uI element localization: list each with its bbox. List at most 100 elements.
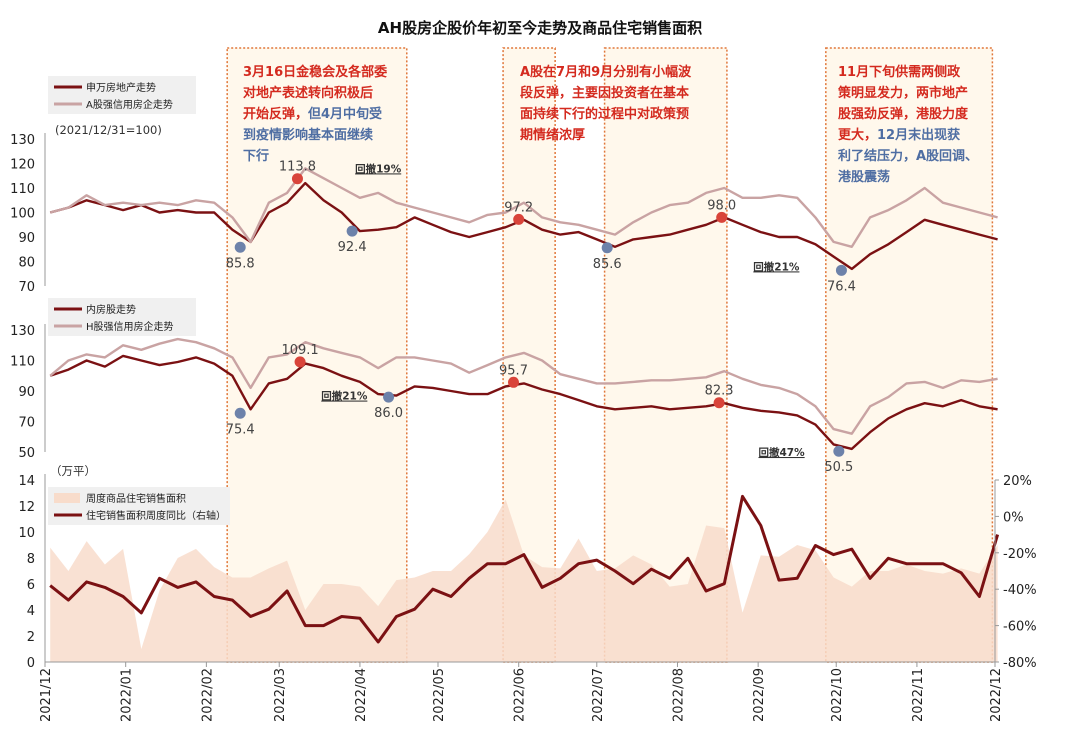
- annotation-text: 段反弹，主要因投资者在基本: [520, 85, 689, 101]
- y-tick-label: 8: [27, 552, 35, 567]
- x-tick-label: 2022/10: [830, 668, 845, 722]
- x-tick-label: 2022/03: [273, 668, 288, 722]
- highlight-period-3: [825, 47, 994, 663]
- x-tick-label: 2022/02: [200, 668, 215, 722]
- marker-label: 92.4: [338, 240, 367, 255]
- annotation-text: 港股震荡: [838, 169, 890, 185]
- x-tick-label: 2021/12: [39, 668, 54, 722]
- annotation-text: 11月下旬供需两侧政: [838, 64, 961, 80]
- annotation-text: 期情绪浓厚: [520, 127, 585, 143]
- legend-label: 内房股走势: [86, 303, 136, 316]
- annotation-2: 11月下旬供需两侧政策明显发力，两市地产股强劲反弹，港股力度更大，12月末出现获…: [838, 64, 978, 185]
- trough-marker: [835, 264, 847, 276]
- legend-label: 住宅销售面积周度同比（右轴）: [86, 509, 226, 522]
- area-series-0: [50, 499, 998, 662]
- legend-label: 周度商品住宅销售面积: [86, 492, 186, 505]
- y-tick-label: 2: [27, 630, 35, 645]
- x-tick-label: 2022/11: [911, 668, 926, 722]
- annotation-text: 到疫情影响基本面继续: [243, 127, 373, 143]
- y-axis-label: （万平）: [50, 464, 96, 478]
- annotation-text: 下行: [243, 148, 269, 164]
- peak-marker: [716, 211, 728, 223]
- x-tick-label: 2022/12: [989, 668, 1004, 722]
- y-tick-label: 10: [18, 526, 35, 541]
- y2-tick-label: 0%: [1003, 510, 1024, 525]
- y-tick-label: 70: [18, 416, 35, 431]
- y-tick-label: 130: [10, 324, 35, 339]
- y-tick-label: 14: [18, 474, 35, 489]
- peak-marker: [713, 397, 725, 409]
- y2-tick-label: 20%: [1003, 474, 1032, 489]
- annotation-text: 但4月中旬受: [307, 106, 382, 122]
- y-tick-label: 120: [10, 158, 35, 173]
- trough-marker: [601, 242, 613, 254]
- x-tick-label: 2022/08: [671, 668, 686, 722]
- plot-area: 708090100110120130(2021/12/31=100)申万房地产走…: [10, 64, 1036, 722]
- y-tick-label: 0: [27, 656, 35, 671]
- y2-tick-label: -80%: [1003, 656, 1037, 671]
- peak-marker: [291, 173, 303, 185]
- peak-marker: [507, 376, 519, 388]
- x-tick-label: 2022/09: [752, 668, 767, 722]
- y-tick-label: 12: [18, 500, 35, 515]
- legend: [48, 298, 196, 336]
- marker-label: 76.4: [827, 279, 856, 294]
- annotation-1: A股在7月和9月分别有小幅波段反弹，主要因投资者在基本面持续下行的过程中对政策预…: [520, 64, 692, 143]
- legend-swatch: [54, 493, 80, 503]
- annotation-0: 3月16日金稳会及各部委对地产表述转向积极后开始反弹，但4月中旬受到疫情影响基本…: [243, 64, 387, 164]
- peak-marker: [513, 213, 525, 225]
- marker-label: 82.3: [705, 384, 734, 399]
- annotation-text: 策明显发力，两市地产: [838, 85, 968, 101]
- y-tick-label: 90: [18, 231, 35, 246]
- y-tick-label: 90: [18, 385, 35, 400]
- y-tick-label: 110: [10, 355, 35, 370]
- marker-label: 75.4: [226, 422, 255, 437]
- chart-title: AH股房企股价年初至今走势及商品住宅销售面积: [378, 19, 702, 37]
- y2-tick-label: -40%: [1003, 583, 1037, 598]
- annotation-text: 股强劲反弹，港股力度: [838, 106, 969, 122]
- line-series-1: [49, 337, 998, 435]
- x-tick-label: 2022/04: [354, 668, 369, 722]
- marker-label: 85.8: [226, 256, 255, 271]
- y-tick-label: 70: [18, 280, 35, 295]
- x-tick-label: 2022/06: [513, 668, 528, 722]
- y-tick-label: 4: [27, 604, 35, 619]
- drawdown-label: 回撤21%: [321, 390, 368, 403]
- marker-label: 113.8: [279, 160, 316, 175]
- legend: [48, 76, 196, 114]
- trough-marker: [346, 225, 358, 237]
- peak-marker: [294, 356, 306, 368]
- annotation-text: 更大，: [838, 127, 877, 143]
- legend-label: 申万房地产走势: [86, 81, 156, 94]
- annotation-text: A股在7月和9月分别有小幅波: [520, 64, 692, 80]
- marker-label: 85.6: [593, 257, 622, 272]
- y-tick-label: 50: [18, 446, 35, 461]
- x-tick-label: 2022/01: [120, 668, 135, 722]
- trough-marker: [383, 391, 395, 403]
- marker-label: 109.1: [281, 343, 318, 358]
- y2-tick-label: -20%: [1003, 547, 1037, 562]
- annotation-text: 面持续下行的过程中对政策预: [520, 106, 689, 122]
- trough-marker: [234, 407, 246, 419]
- y-axis-label: (2021/12/31=100): [55, 123, 162, 137]
- annotation-text: 12月末出现获: [877, 127, 960, 143]
- marker-label: 97.2: [504, 200, 533, 215]
- annotation-text: 对地产表述转向积极后: [243, 85, 373, 101]
- line-series-1: [49, 167, 998, 248]
- y-tick-label: 80: [18, 256, 35, 271]
- marker-label: 95.7: [499, 363, 528, 378]
- legend-label: H股强信用房企走势: [86, 320, 174, 333]
- y2-tick-label: -60%: [1003, 620, 1037, 635]
- trough-marker: [234, 241, 246, 253]
- annotation-text: 3月16日金稳会及各部委: [243, 64, 387, 80]
- y-tick-label: 130: [10, 133, 35, 148]
- marker-label: 86.0: [374, 406, 403, 421]
- highlight-period-0: [226, 47, 408, 663]
- line-series-1: [49, 494, 1000, 644]
- legend-label: A股强信用房企走势: [86, 98, 173, 111]
- marker-label: 98.0: [707, 198, 736, 213]
- y-tick-label: 110: [10, 182, 35, 197]
- x-tick-label: 2022/07: [591, 668, 606, 722]
- drawdown-label: 回撤47%: [759, 446, 806, 459]
